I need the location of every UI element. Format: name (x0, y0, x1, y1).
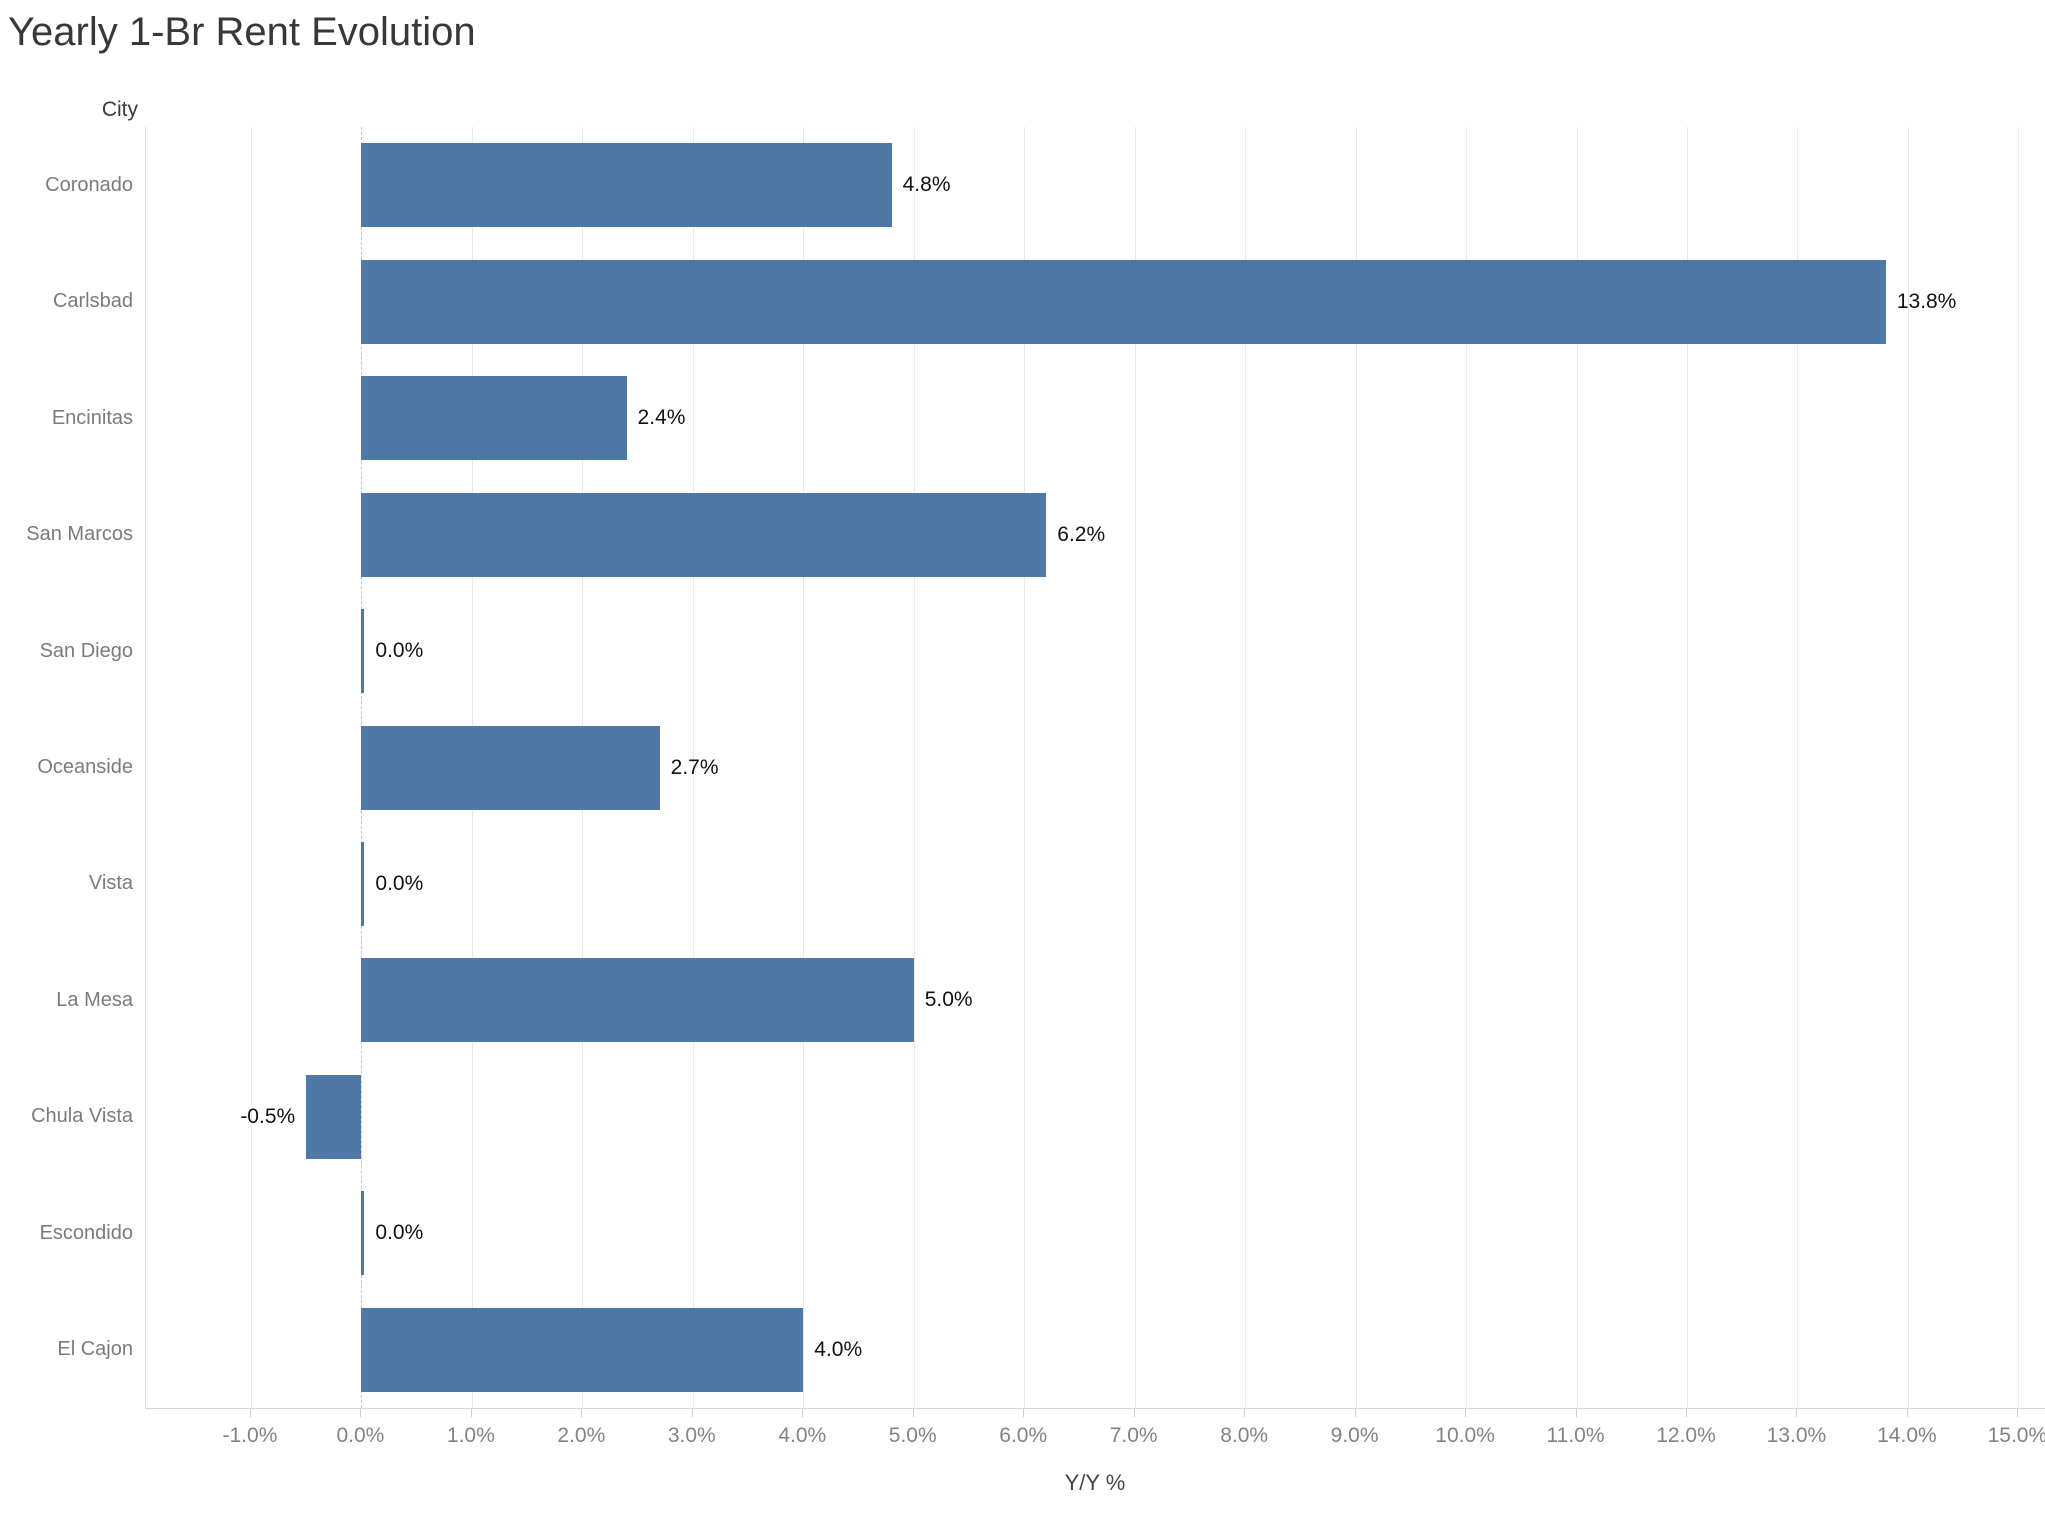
x-axis-tick-label: 3.0% (667, 1424, 716, 1447)
bar[interactable] (361, 492, 1047, 577)
x-axis-tick (1465, 1409, 1467, 1417)
x-axis-tick-label: 10.0% (1435, 1424, 1495, 1447)
x-axis-tick (691, 1409, 693, 1417)
x-axis-tick (581, 1409, 583, 1417)
y-axis-label: Coronado (45, 173, 133, 196)
bar-value-label: 2.7% (670, 755, 719, 779)
x-axis-tick (1575, 1409, 1577, 1417)
gridline (250, 127, 252, 1408)
x-axis-tick-label: 0.0% (336, 1424, 385, 1447)
category-axis-header: City (101, 98, 138, 121)
bar-value-label: 0.0% (375, 639, 424, 663)
bar-value-label: 5.0% (924, 988, 973, 1012)
x-axis-tick-label: 1.0% (446, 1424, 495, 1447)
bar[interactable] (306, 1074, 362, 1159)
y-axis-label: Vista (88, 872, 133, 895)
x-axis-tick (912, 1409, 914, 1417)
y-axis-label: Escondido (39, 1221, 133, 1244)
bar[interactable] (361, 958, 914, 1043)
x-axis-tick (1906, 1409, 1908, 1417)
bar-value-label: 2.4% (637, 406, 686, 430)
x-axis-tick (360, 1409, 362, 1417)
x-axis-tick-label: 2.0% (557, 1424, 606, 1447)
y-axis-label: San Marcos (26, 523, 133, 546)
x-axis-tick-label: 4.0% (778, 1424, 827, 1447)
bar[interactable] (361, 841, 365, 926)
x-axis-tick (1796, 1409, 1798, 1417)
bar[interactable] (361, 725, 660, 810)
bar-value-label: 13.8% (1896, 289, 1957, 313)
x-axis-tick-label: 14.0% (1877, 1424, 1937, 1447)
x-axis-tick-label: 13.0% (1766, 1424, 1827, 1447)
y-axis-label: Encinitas (51, 406, 133, 429)
x-axis-tick-label: 5.0% (888, 1424, 937, 1447)
x-axis-tick (249, 1409, 251, 1417)
x-axis-tick (1244, 1409, 1246, 1417)
bar-value-label: -0.5% (240, 1104, 296, 1128)
x-axis-tick-label: 11.0% (1546, 1424, 1605, 1447)
gridline (1797, 127, 1799, 1408)
category-axis-labels: Coronado Carlsbad Encinitas San Marcos San D… (0, 127, 133, 1408)
gridline (803, 127, 805, 1408)
gridline (1466, 127, 1468, 1408)
x-axis-tick-label: 7.0% (1109, 1424, 1158, 1447)
bar[interactable] (361, 1191, 365, 1276)
bar[interactable] (361, 376, 627, 461)
y-axis-label: El Cajon (57, 1338, 133, 1361)
x-axis-tick (470, 1409, 472, 1417)
bar-value-label: 4.8% (902, 173, 951, 197)
y-axis-label: San Diego (39, 639, 133, 662)
y-axis-label: La Mesa (56, 988, 133, 1011)
x-axis-tick-label: 6.0% (999, 1424, 1048, 1447)
y-axis-label: Chula Vista (31, 1105, 133, 1128)
bar[interactable] (361, 259, 1886, 344)
bar-value-label: 0.0% (375, 871, 424, 895)
bar[interactable] (361, 609, 365, 694)
gridline (1576, 127, 1578, 1408)
bar-value-label: 0.0% (375, 1221, 424, 1245)
gridline (692, 127, 694, 1408)
y-axis-label: Carlsbad (52, 290, 133, 313)
x-axis-tick (1354, 1409, 1356, 1417)
bar-value-label: 4.0% (814, 1337, 863, 1361)
x-axis-tick-label: 15.0% (1987, 1424, 2045, 1447)
x-axis-tick (2017, 1409, 2019, 1417)
gridline (913, 127, 915, 1408)
x-axis-tick-label: 8.0% (1220, 1424, 1269, 1447)
chart-title: Yearly 1-Br Rent Evolution (8, 10, 476, 54)
x-axis-tick-label: -1.0% (222, 1424, 278, 1447)
bar[interactable] (361, 1307, 804, 1392)
plot-area: 4.8% 13.8% 2.4% 6.2% 0.0% 2.7% 0.0% 5.0% -0.5% 0.… (145, 127, 2045, 1409)
gridline (2018, 127, 2020, 1408)
x-axis-tick (1685, 1409, 1687, 1417)
x-axis-tick-label: 9.0% (1330, 1424, 1379, 1447)
x-axis-tick (802, 1409, 804, 1417)
gridline (1024, 127, 1026, 1408)
gridline (1134, 127, 1136, 1408)
x-axis-tick-label: 12.0% (1656, 1424, 1716, 1447)
bar-value-label: 6.2% (1057, 522, 1106, 546)
x-axis-title: Y/Y % (1064, 1470, 1126, 1495)
x-axis-tick (1133, 1409, 1135, 1417)
x-axis-tick (1023, 1409, 1025, 1417)
gridline (1907, 127, 1909, 1408)
gridline (1355, 127, 1357, 1408)
y-axis-label: Oceanside (37, 755, 133, 778)
gridline (1245, 127, 1247, 1408)
bar[interactable] (361, 143, 892, 228)
gridline (1686, 127, 1688, 1408)
